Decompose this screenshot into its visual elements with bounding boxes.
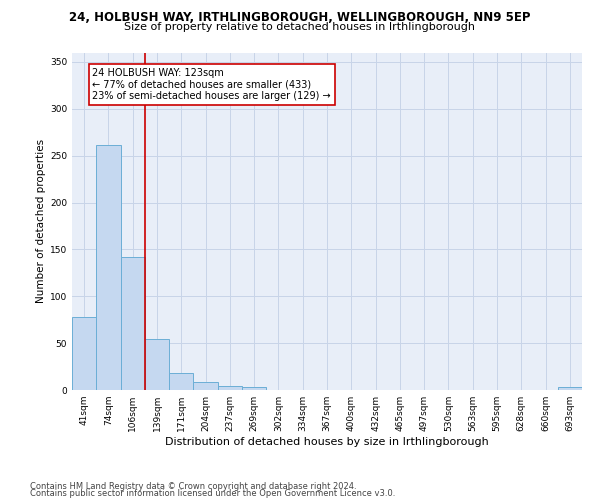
Y-axis label: Number of detached properties: Number of detached properties xyxy=(36,139,46,304)
Text: 24, HOLBUSH WAY, IRTHLINGBOROUGH, WELLINGBOROUGH, NN9 5EP: 24, HOLBUSH WAY, IRTHLINGBOROUGH, WELLIN… xyxy=(69,11,531,24)
Bar xyxy=(169,373,193,390)
Bar xyxy=(218,386,242,390)
Text: 24 HOLBUSH WAY: 123sqm
← 77% of detached houses are smaller (433)
23% of semi-de: 24 HOLBUSH WAY: 123sqm ← 77% of detached… xyxy=(92,68,331,101)
Bar xyxy=(193,382,218,390)
Bar xyxy=(558,387,582,390)
Bar xyxy=(145,340,169,390)
Bar xyxy=(96,146,121,390)
Bar xyxy=(72,317,96,390)
Bar xyxy=(242,387,266,390)
Text: Contains public sector information licensed under the Open Government Licence v3: Contains public sector information licen… xyxy=(30,489,395,498)
Text: Size of property relative to detached houses in Irthlingborough: Size of property relative to detached ho… xyxy=(125,22,476,32)
Text: Contains HM Land Registry data © Crown copyright and database right 2024.: Contains HM Land Registry data © Crown c… xyxy=(30,482,356,491)
Bar xyxy=(121,257,145,390)
X-axis label: Distribution of detached houses by size in Irthlingborough: Distribution of detached houses by size … xyxy=(165,437,489,447)
